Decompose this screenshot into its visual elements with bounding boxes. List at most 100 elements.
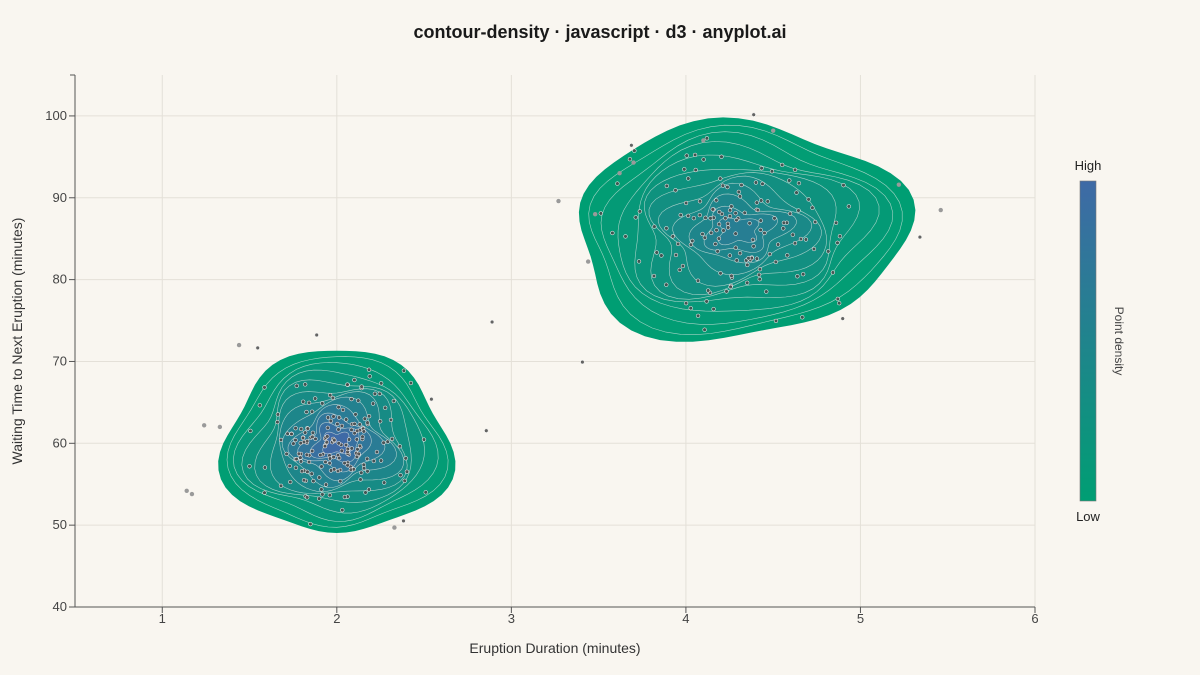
data-point <box>336 427 341 432</box>
data-point <box>349 446 354 451</box>
data-point <box>787 178 792 183</box>
data-point <box>365 420 370 425</box>
data-point <box>248 428 253 434</box>
data-point <box>695 313 701 318</box>
data-point <box>737 194 743 199</box>
data-point <box>353 412 358 417</box>
data-point <box>728 284 733 290</box>
data-point <box>303 382 308 387</box>
data-point <box>758 218 763 223</box>
outlier-point <box>392 525 397 530</box>
data-point <box>310 430 316 435</box>
data-point <box>785 253 790 258</box>
data-point <box>629 143 634 148</box>
grid-lines <box>75 75 1036 608</box>
data-point <box>366 367 372 372</box>
data-point <box>349 396 354 402</box>
data-point <box>356 451 361 456</box>
data-point <box>293 426 298 431</box>
data-point <box>325 425 330 430</box>
data-point <box>651 273 657 279</box>
data-point <box>328 393 333 398</box>
data-point <box>701 157 706 162</box>
data-point <box>296 451 302 456</box>
data-point <box>342 494 347 500</box>
outlier-point <box>217 424 223 430</box>
data-point <box>780 162 785 168</box>
data-point <box>767 251 772 257</box>
data-point <box>837 301 842 306</box>
data-point <box>733 245 738 250</box>
data-point <box>322 444 328 449</box>
data-point <box>746 256 751 261</box>
data-point <box>664 226 669 231</box>
data-point <box>311 478 316 484</box>
data-point <box>294 383 299 388</box>
data-point <box>310 434 315 440</box>
data-point <box>332 437 337 443</box>
data-point <box>331 454 336 460</box>
data-point <box>654 250 659 255</box>
outlier-point <box>184 488 189 493</box>
data-point <box>378 458 384 463</box>
data-point <box>408 380 414 386</box>
data-point <box>309 471 314 476</box>
data-point <box>704 299 709 304</box>
outlier-point <box>631 160 636 165</box>
data-point <box>357 443 363 449</box>
data-point <box>762 230 767 236</box>
data-point <box>391 398 396 404</box>
data-point <box>352 377 357 383</box>
data-point <box>737 251 743 256</box>
data-point <box>401 368 407 373</box>
data-point <box>727 208 733 213</box>
y-tick-label: 40 <box>53 599 67 614</box>
data-point <box>320 401 325 406</box>
data-point <box>727 253 732 258</box>
y-tick-label: 100 <box>45 108 67 123</box>
data-point <box>305 495 310 500</box>
data-point <box>716 222 722 227</box>
data-point <box>790 232 795 237</box>
data-point <box>610 230 615 236</box>
data-point <box>833 220 839 225</box>
data-point <box>345 449 350 455</box>
data-point <box>683 200 689 206</box>
data-point <box>303 430 308 435</box>
x-tick-label: 4 <box>682 611 689 626</box>
data-point <box>772 216 777 221</box>
data-point <box>708 216 713 221</box>
data-point <box>742 210 747 215</box>
data-point <box>377 391 382 396</box>
data-point <box>262 490 267 495</box>
data-point <box>794 190 799 195</box>
data-point <box>795 274 800 279</box>
data-point <box>401 518 406 524</box>
data-point <box>753 180 759 185</box>
data-point <box>811 246 817 252</box>
data-point <box>806 197 811 202</box>
data-point <box>632 148 637 153</box>
data-point <box>751 244 756 249</box>
data-point <box>796 208 801 213</box>
data-point <box>801 272 806 277</box>
outlier-point <box>556 198 561 204</box>
data-point <box>306 459 312 465</box>
data-point <box>291 441 296 446</box>
data-point <box>765 199 770 204</box>
data-point <box>846 204 851 209</box>
data-point <box>299 426 304 432</box>
data-point <box>403 456 408 461</box>
data-point <box>360 434 365 439</box>
data-point <box>382 480 387 485</box>
data-point <box>367 374 372 379</box>
data-point <box>623 234 628 239</box>
data-point <box>747 221 752 226</box>
data-point <box>692 152 698 158</box>
data-point <box>775 242 781 247</box>
data-point <box>345 382 350 387</box>
outlier-point <box>701 138 706 143</box>
data-point <box>323 482 329 487</box>
data-point <box>356 398 361 403</box>
data-point <box>383 405 388 410</box>
